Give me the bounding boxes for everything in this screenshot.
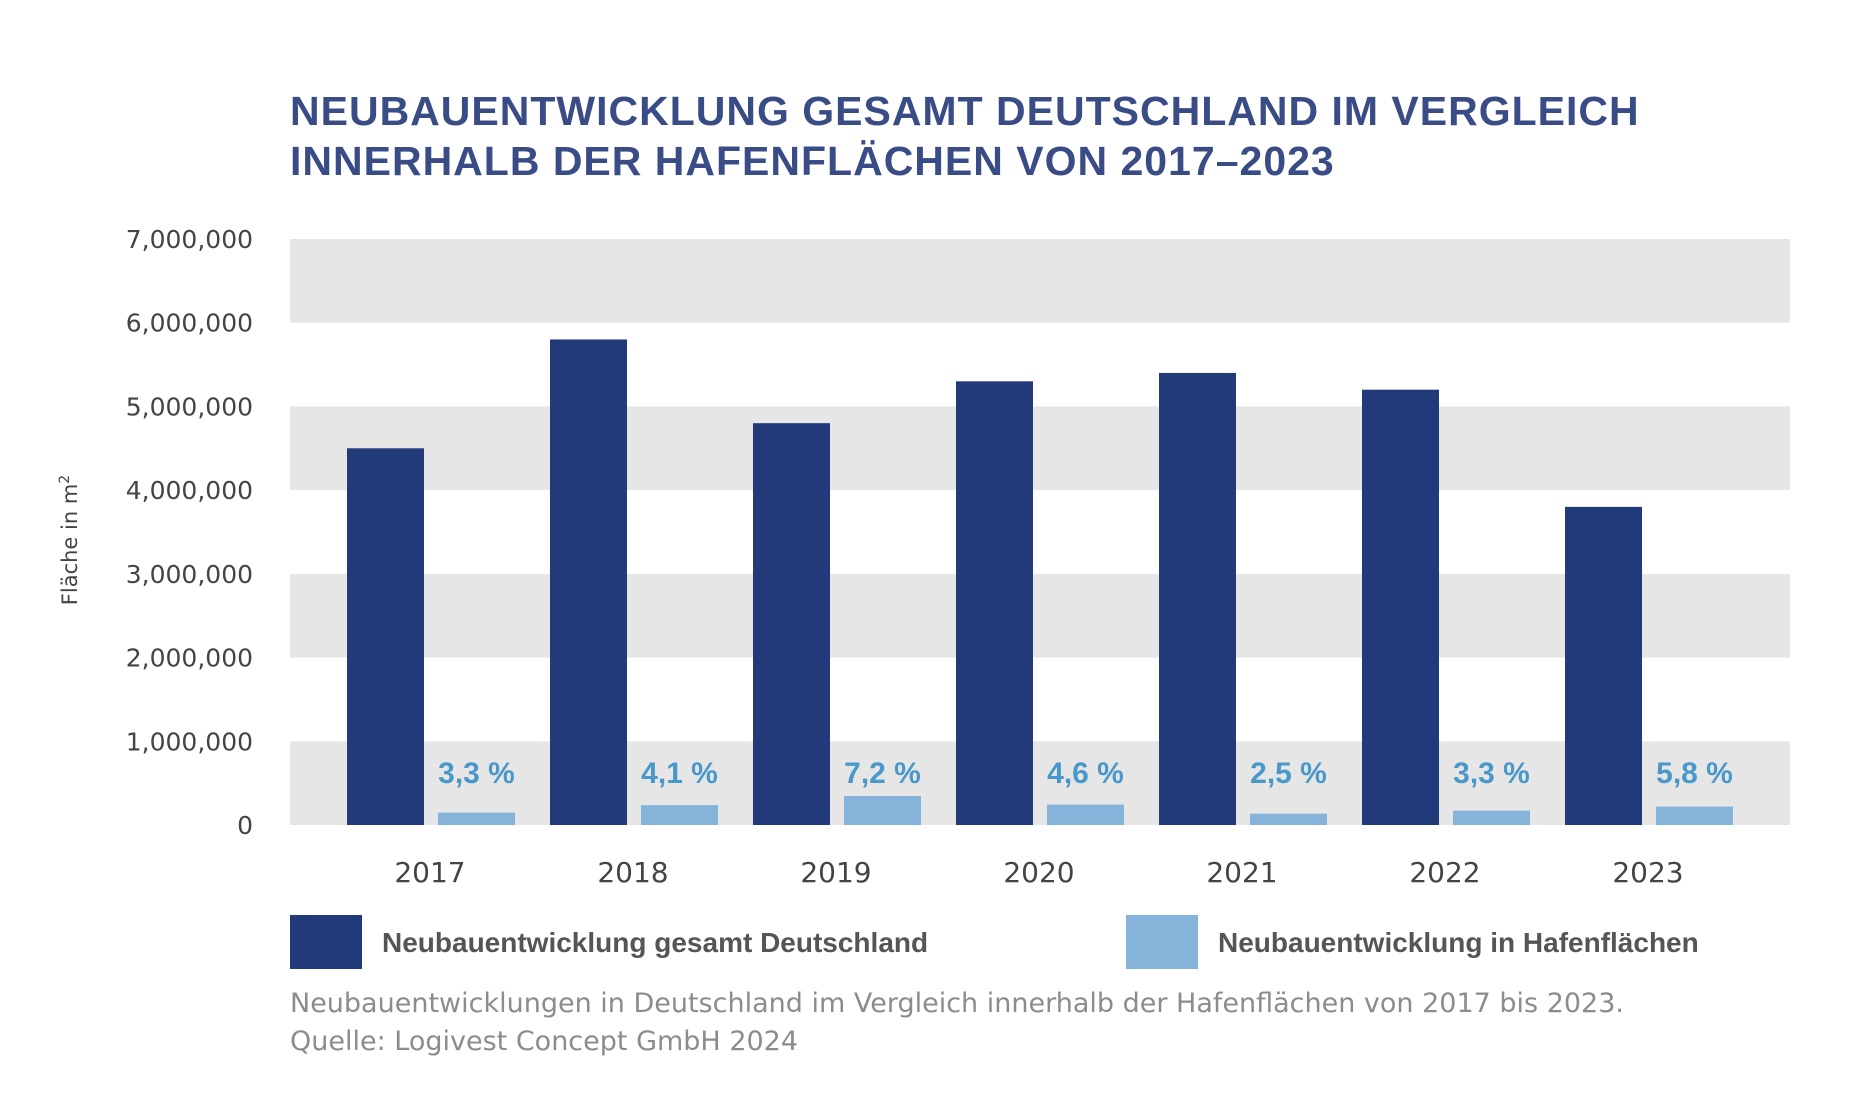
percent-label-2022: 3,3 %: [1453, 757, 1530, 790]
bar-harbor-2018: [641, 805, 718, 825]
bar-total-2022: [1362, 389, 1439, 825]
y-tick-label: 3,000,000: [126, 560, 253, 589]
bar-total-2020: [956, 381, 1033, 825]
y-tick-label: 2,000,000: [126, 644, 253, 673]
bar-total-2019: [753, 423, 830, 825]
grid-bands: [290, 239, 1790, 825]
x-tick-label: 2022: [1409, 856, 1480, 889]
grid-band: [290, 239, 1790, 323]
grid-band: [290, 741, 1790, 825]
x-tick-label: 2018: [597, 856, 668, 889]
caption-source: Quelle: Logivest Concept GmbH 2024: [290, 1026, 798, 1057]
percent-label-2020: 4,6 %: [1047, 757, 1124, 790]
grid-band: [290, 573, 1790, 658]
chart-title: NEUBAUENTWICKLUNG GESAMT DEUTSCHLAND IM …: [290, 88, 1640, 184]
y-axis-title: Fläche in m2: [57, 475, 82, 605]
caption-line-1: Neubauentwicklungen in Deutschland im Ve…: [290, 988, 1624, 1019]
legend-swatch-harbor: [1126, 915, 1198, 969]
y-tick-label: 7,000,000: [126, 225, 253, 254]
bar-total-2018: [550, 339, 627, 825]
percent-label-2019: 7,2 %: [844, 757, 921, 790]
percent-label-2017: 3,3 %: [438, 757, 515, 790]
bar-total-2023: [1565, 506, 1642, 825]
chart-title-line-1: NEUBAUENTWICKLUNG GESAMT DEUTSCHLAND IM …: [290, 88, 1640, 134]
bar-harbor-2017: [438, 812, 515, 825]
legend-swatch-total: [290, 915, 362, 969]
bar-harbor-2022: [1453, 810, 1530, 825]
y-tick-label: 1,000,000: [126, 727, 253, 756]
x-tick-label: 2020: [1003, 856, 1074, 889]
legend-label-total: Neubauentwicklung gesamt Deutschland: [382, 927, 928, 958]
caption: Neubauentwicklungen in Deutschland im Ve…: [290, 988, 1624, 1057]
y-axis-ticks: 0 1,000,000 2,000,000 3,000,000 4,000,000 5,0…: [126, 225, 253, 840]
bar-total-2017: [347, 448, 424, 825]
bar-harbor-2020: [1047, 804, 1124, 825]
percent-labels: 3,3 % 4,1 % 7,2 % 4,6 % 2,5 % 3,3 % 5,8 %: [438, 757, 1733, 790]
y-tick-label: 6,000,000: [126, 309, 253, 338]
y-tick-label: 0: [237, 811, 253, 840]
y-axis-title-superscript: 2: [57, 475, 73, 484]
legend-label-harbor: Neubauentwicklung in Hafenflächen: [1218, 927, 1699, 958]
legend: Neubauentwicklung gesamt Deutschland Neub…: [290, 915, 1699, 969]
percent-label-2023: 5,8 %: [1656, 757, 1733, 790]
chart-title-line-2: INNERHALB DER HAFENFLÄCHEN VON 2017–2023: [290, 138, 1335, 184]
bar-harbor-2021: [1250, 813, 1327, 825]
y-tick-label: 5,000,000: [126, 392, 253, 421]
y-tick-label: 4,000,000: [126, 476, 253, 505]
x-axis-labels: 2017 2018 2019 2020 2021 2022 2023: [394, 856, 1683, 889]
percent-label-2021: 2,5 %: [1250, 757, 1327, 790]
x-tick-label: 2019: [800, 856, 871, 889]
y-axis-title-text: Fläche in m2: [57, 475, 82, 605]
percent-label-2018: 4,1 %: [641, 757, 718, 790]
bar-harbor-2019: [844, 796, 921, 825]
x-tick-label: 2017: [394, 856, 465, 889]
bar-harbor-2023: [1656, 806, 1733, 825]
bar-marks: [347, 339, 1733, 825]
grid-band: [290, 406, 1790, 491]
x-tick-label: 2021: [1206, 856, 1277, 889]
x-tick-label: 2023: [1612, 856, 1683, 889]
bar-total-2021: [1159, 372, 1236, 825]
